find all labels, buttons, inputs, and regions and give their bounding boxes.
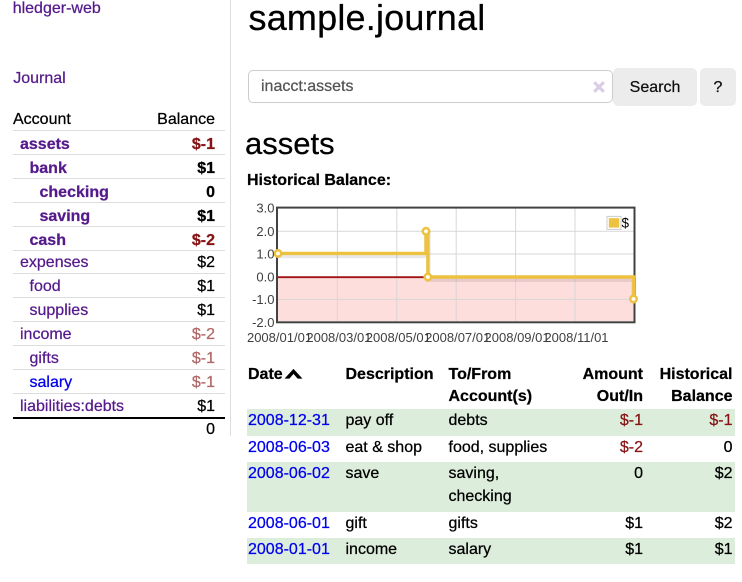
svg-text:2.0: 2.0 bbox=[256, 224, 274, 239]
svg-text:-2.0: -2.0 bbox=[252, 315, 274, 330]
svg-text:2008/01/01: 2008/01/01 bbox=[247, 330, 312, 345]
svg-text:2008/11/01: 2008/11/01 bbox=[544, 330, 608, 345]
svg-text:0.0: 0.0 bbox=[256, 269, 274, 284]
svg-text:2008/09/01: 2008/09/01 bbox=[485, 330, 550, 345]
svg-text:-1.0: -1.0 bbox=[252, 292, 274, 307]
svg-text:2008/07/01: 2008/07/01 bbox=[425, 330, 490, 345]
svg-text:2008/05/01: 2008/05/01 bbox=[366, 330, 431, 345]
svg-text:$: $ bbox=[622, 216, 630, 231]
svg-text:2008/03/01: 2008/03/01 bbox=[306, 330, 371, 345]
svg-text:1.0: 1.0 bbox=[256, 247, 274, 262]
svg-text:3.0: 3.0 bbox=[256, 200, 274, 215]
